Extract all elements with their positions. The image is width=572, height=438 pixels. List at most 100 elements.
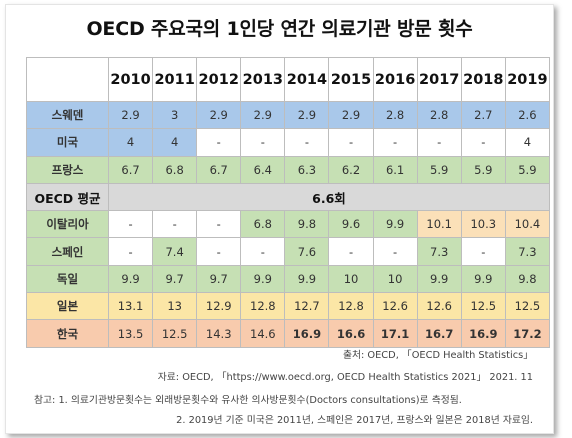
value-cell: 12.5 [460, 292, 506, 321]
value-cell: - [416, 128, 462, 157]
oecd-average-row: OECD 평균 6.6회 [26, 182, 550, 212]
value-cell: - [107, 210, 154, 239]
value-cell: 4 [504, 128, 550, 157]
country-label: 독일 [26, 264, 109, 294]
value-cell: - [372, 237, 418, 266]
value-cell: 9.8 [284, 210, 330, 239]
year-header: 2019 [504, 57, 550, 102]
value-cell: 2.9 [240, 100, 286, 130]
value-cell: 13.1 [107, 292, 154, 321]
value-cell: 2.9 [328, 100, 374, 130]
value-cell: 5.9 [416, 155, 462, 184]
corner-cell [26, 57, 109, 102]
value-cell: 16.9 [460, 319, 506, 348]
table-row: 미국 4 4- - - - - - -4 [26, 128, 550, 157]
value-cell: 12.5 [152, 319, 198, 348]
country-label: 일본 [26, 292, 109, 321]
value-cell: 2.8 [416, 100, 462, 130]
table-row: 한국 13.5 12.5 14.3 14.6 16.9 16.6 17.1 16.7 16.9 17… [26, 319, 550, 348]
country-label: 한국 [26, 319, 109, 348]
value-cell: 6.8 [240, 210, 286, 239]
year-header: 2012 [196, 57, 242, 102]
value-cell: 12.6 [416, 292, 462, 321]
value-cell: - [240, 128, 286, 157]
country-label: 프랑스 [26, 155, 109, 184]
value-cell: 9.9 [284, 264, 330, 294]
country-label: 스웨덴 [26, 100, 109, 130]
value-cell: 12.5 [504, 292, 550, 321]
oecd-average-value: 6.6회 [108, 182, 550, 212]
value-cell: 9.9 [240, 264, 286, 294]
table-row: 일본 13.1 13 12.9 12.8 12.7 12.8 12.6 12.6 12.5 12.5 [26, 292, 550, 321]
value-cell: - [328, 237, 374, 266]
value-cell: 9.9 [460, 264, 506, 294]
header-row: 2010 2011 2012 2013 2014 2015 2016 2017 2018 2019 [26, 57, 550, 102]
value-cell: 10 [328, 264, 374, 294]
value-cell: 14.3 [196, 319, 242, 348]
year-header: 2017 [416, 57, 462, 102]
value-cell: 13.5 [107, 319, 154, 348]
value-cell: 12.8 [240, 292, 286, 321]
value-cell: 2.8 [372, 100, 418, 130]
page-title: OECD 주요국의 1인당 연간 의료기관 방문 횟수 [86, 18, 473, 40]
table-row: 이탈리아 - - -6.8 9.8 9.6 9.9 10.1 10.3 10.4 [26, 210, 550, 239]
country-label: 미국 [26, 128, 109, 157]
value-cell: 10.3 [460, 210, 506, 239]
table-row: 프랑스 6.7 6.8 6.7 6.4 6.3 6.2 6.1 5.9 5.9 5.9 [26, 155, 550, 184]
table-row: 독일 9.9 9.7 9.7 9.9 9.9 10 10 9.9 9.9 9.8 [26, 264, 550, 294]
value-cell: 16.6 [328, 319, 374, 348]
value-cell: 7.6 [284, 237, 330, 266]
value-cell: 4 [152, 128, 198, 157]
value-cell: 10 [372, 264, 418, 294]
year-header: 2010 [107, 57, 154, 102]
value-cell: - [372, 128, 418, 157]
value-cell: 7.3 [504, 237, 550, 266]
value-cell: - [460, 237, 506, 266]
value-cell: - [240, 237, 286, 266]
footnote-2: 2. 2019년 기준 미국은 2011년, 스페인은 2017년, 프랑스와 … [176, 415, 533, 426]
table-row: 스페인 -7.4- -7.6- -7.3-7.3 [26, 237, 550, 266]
value-cell: 2.9 [107, 100, 154, 130]
value-cell: 5.9 [504, 155, 550, 184]
value-cell: 3 [152, 100, 198, 130]
value-cell: 7.3 [416, 237, 462, 266]
year-header: 2013 [240, 57, 286, 102]
value-cell: 9.7 [152, 264, 198, 294]
value-cell: 2.9 [284, 100, 330, 130]
value-cell: 5.9 [460, 155, 506, 184]
value-cell: 6.7 [196, 155, 242, 184]
value-cell: - [196, 128, 242, 157]
year-header: 2014 [284, 57, 330, 102]
value-cell: 14.6 [240, 319, 286, 348]
year-header: 2011 [152, 57, 198, 102]
value-cell: - [196, 210, 242, 239]
country-label: OECD 평균 [26, 182, 109, 212]
value-cell: 7.4 [152, 237, 198, 266]
value-cell: 9.9 [107, 264, 154, 294]
value-cell: 6.3 [284, 155, 330, 184]
year-header: 2015 [328, 57, 374, 102]
value-cell: 12.9 [196, 292, 242, 321]
value-cell: 9.9 [416, 264, 462, 294]
value-cell: 2.7 [460, 100, 506, 130]
value-cell: 13 [152, 292, 198, 321]
value-cell: - [152, 210, 198, 239]
value-cell: 9.8 [504, 264, 550, 294]
value-cell: - [284, 128, 330, 157]
value-cell: 12.6 [372, 292, 418, 321]
value-cell: 16.7 [416, 319, 462, 348]
footnote-1: 참고: 1. 의료기관방문횟수는 외래방문횟수와 유사한 의사방문횟수(Doct… [34, 395, 462, 406]
country-label: 스페인 [26, 237, 109, 266]
value-cell: 4 [107, 128, 154, 157]
reference-note: 자료: OECD, 「https://www.oecd.org, OECD He… [157, 372, 533, 383]
value-cell: - [328, 128, 374, 157]
value-cell: 6.2 [328, 155, 374, 184]
value-cell: 10.1 [416, 210, 462, 239]
value-cell: 17.1 [372, 319, 418, 348]
table-row: 스웨덴 2.9 3 2.9 2.9 2.9 2.9 2.8 2.8 2.7 2.6 [26, 100, 550, 130]
value-cell: - [107, 237, 154, 266]
table-card: OECD 주요국의 1인당 연간 의료기관 방문 횟수 2010 2011 2012… [5, 4, 554, 434]
value-cell: 9.6 [328, 210, 374, 239]
value-cell: 6.1 [372, 155, 418, 184]
value-cell: 12.8 [328, 292, 374, 321]
